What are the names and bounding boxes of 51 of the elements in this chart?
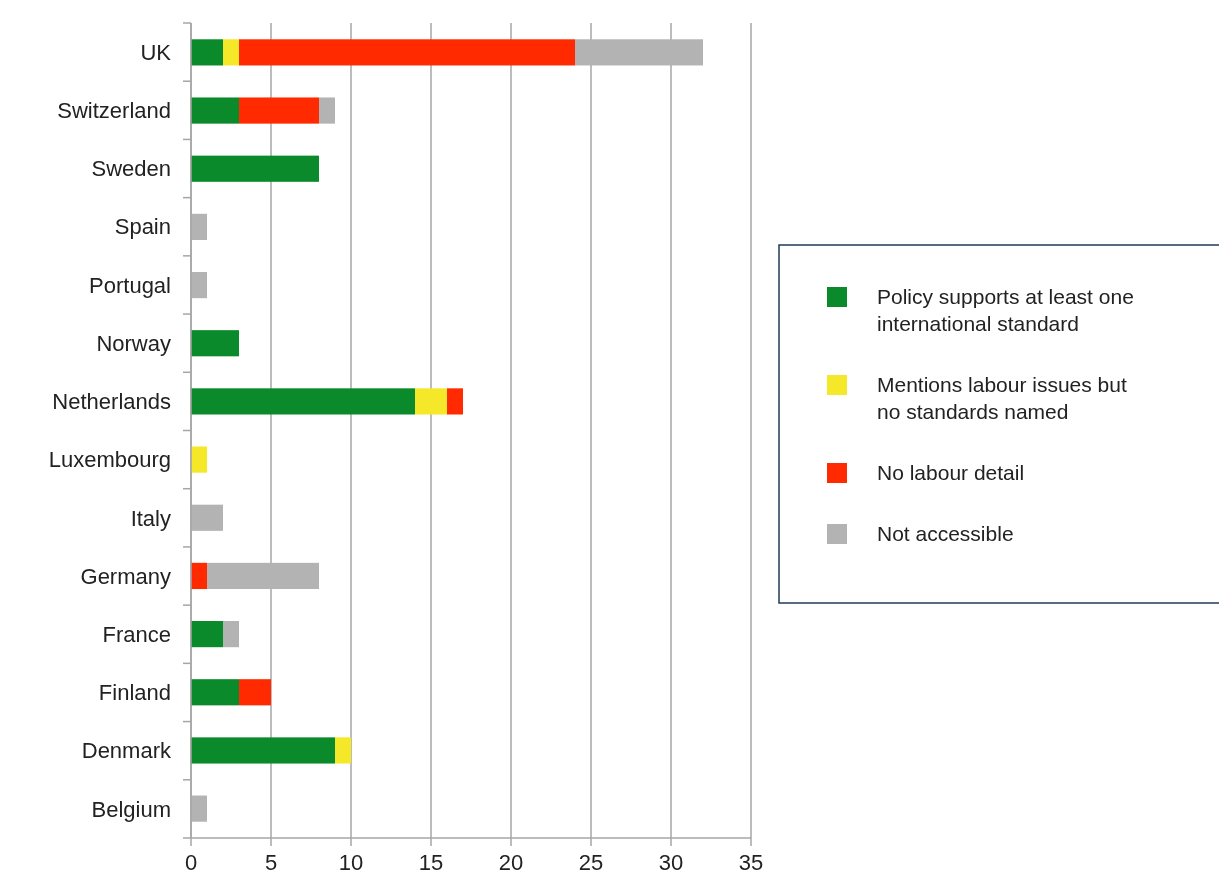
y-tick-label: Italy bbox=[130, 505, 171, 531]
x-tick-label: 10 bbox=[338, 850, 364, 875]
bar bbox=[191, 795, 207, 822]
bar bbox=[191, 737, 335, 764]
bar bbox=[191, 504, 223, 531]
bar bbox=[191, 446, 207, 473]
y-tick-label: Norway bbox=[96, 330, 171, 356]
y-tick-label: Switzerland bbox=[57, 98, 171, 124]
legend-label: Policy supports at least one international standard bbox=[877, 285, 1134, 336]
bar bbox=[239, 97, 319, 124]
bar bbox=[223, 39, 239, 66]
bar bbox=[415, 388, 447, 415]
bar bbox=[207, 562, 319, 590]
bar bbox=[239, 679, 271, 706]
x-tick-label: 5 bbox=[264, 850, 278, 875]
x-tick-label: 20 bbox=[498, 850, 524, 875]
bar bbox=[191, 388, 415, 415]
y-tick-label: France bbox=[102, 621, 171, 647]
bar bbox=[191, 155, 319, 182]
x-tick-label: 0 bbox=[184, 850, 198, 875]
x-tick-label: 35 bbox=[738, 850, 764, 875]
bar bbox=[191, 562, 207, 590]
bar bbox=[223, 621, 239, 648]
bar bbox=[191, 213, 207, 240]
legend-label: Mentions labour issues but no standards named bbox=[877, 373, 1127, 424]
legend-label: No labour detail bbox=[877, 461, 1025, 485]
y-tick-label: Denmark bbox=[81, 738, 172, 764]
x-tick-label: 25 bbox=[578, 850, 604, 875]
legend-label: Not accessible bbox=[877, 522, 1014, 546]
bar bbox=[191, 621, 223, 648]
bar bbox=[335, 737, 351, 764]
y-tick-label: Netherlands bbox=[52, 389, 171, 415]
bar bbox=[191, 330, 239, 357]
y-tick-label: Belgium bbox=[91, 796, 171, 822]
y-tick-label: Luxembourg bbox=[48, 447, 171, 473]
y-tick-label: UK bbox=[140, 39, 172, 65]
bar bbox=[191, 679, 239, 706]
y-tick-label: Portugal bbox=[89, 272, 171, 298]
bar bbox=[191, 97, 239, 124]
bar bbox=[191, 39, 223, 66]
bar bbox=[239, 39, 575, 66]
y-tick-label: Spain bbox=[114, 214, 171, 240]
x-tick-label: 30 bbox=[658, 850, 684, 875]
bar bbox=[319, 97, 335, 124]
x-tick-label: 15 bbox=[418, 850, 444, 875]
bar bbox=[447, 388, 463, 415]
y-tick-label: Germany bbox=[80, 563, 171, 589]
y-tick-label: Finland bbox=[98, 680, 171, 706]
bar bbox=[191, 271, 207, 299]
y-tick-label: Sweden bbox=[91, 156, 171, 182]
bar bbox=[575, 39, 703, 66]
